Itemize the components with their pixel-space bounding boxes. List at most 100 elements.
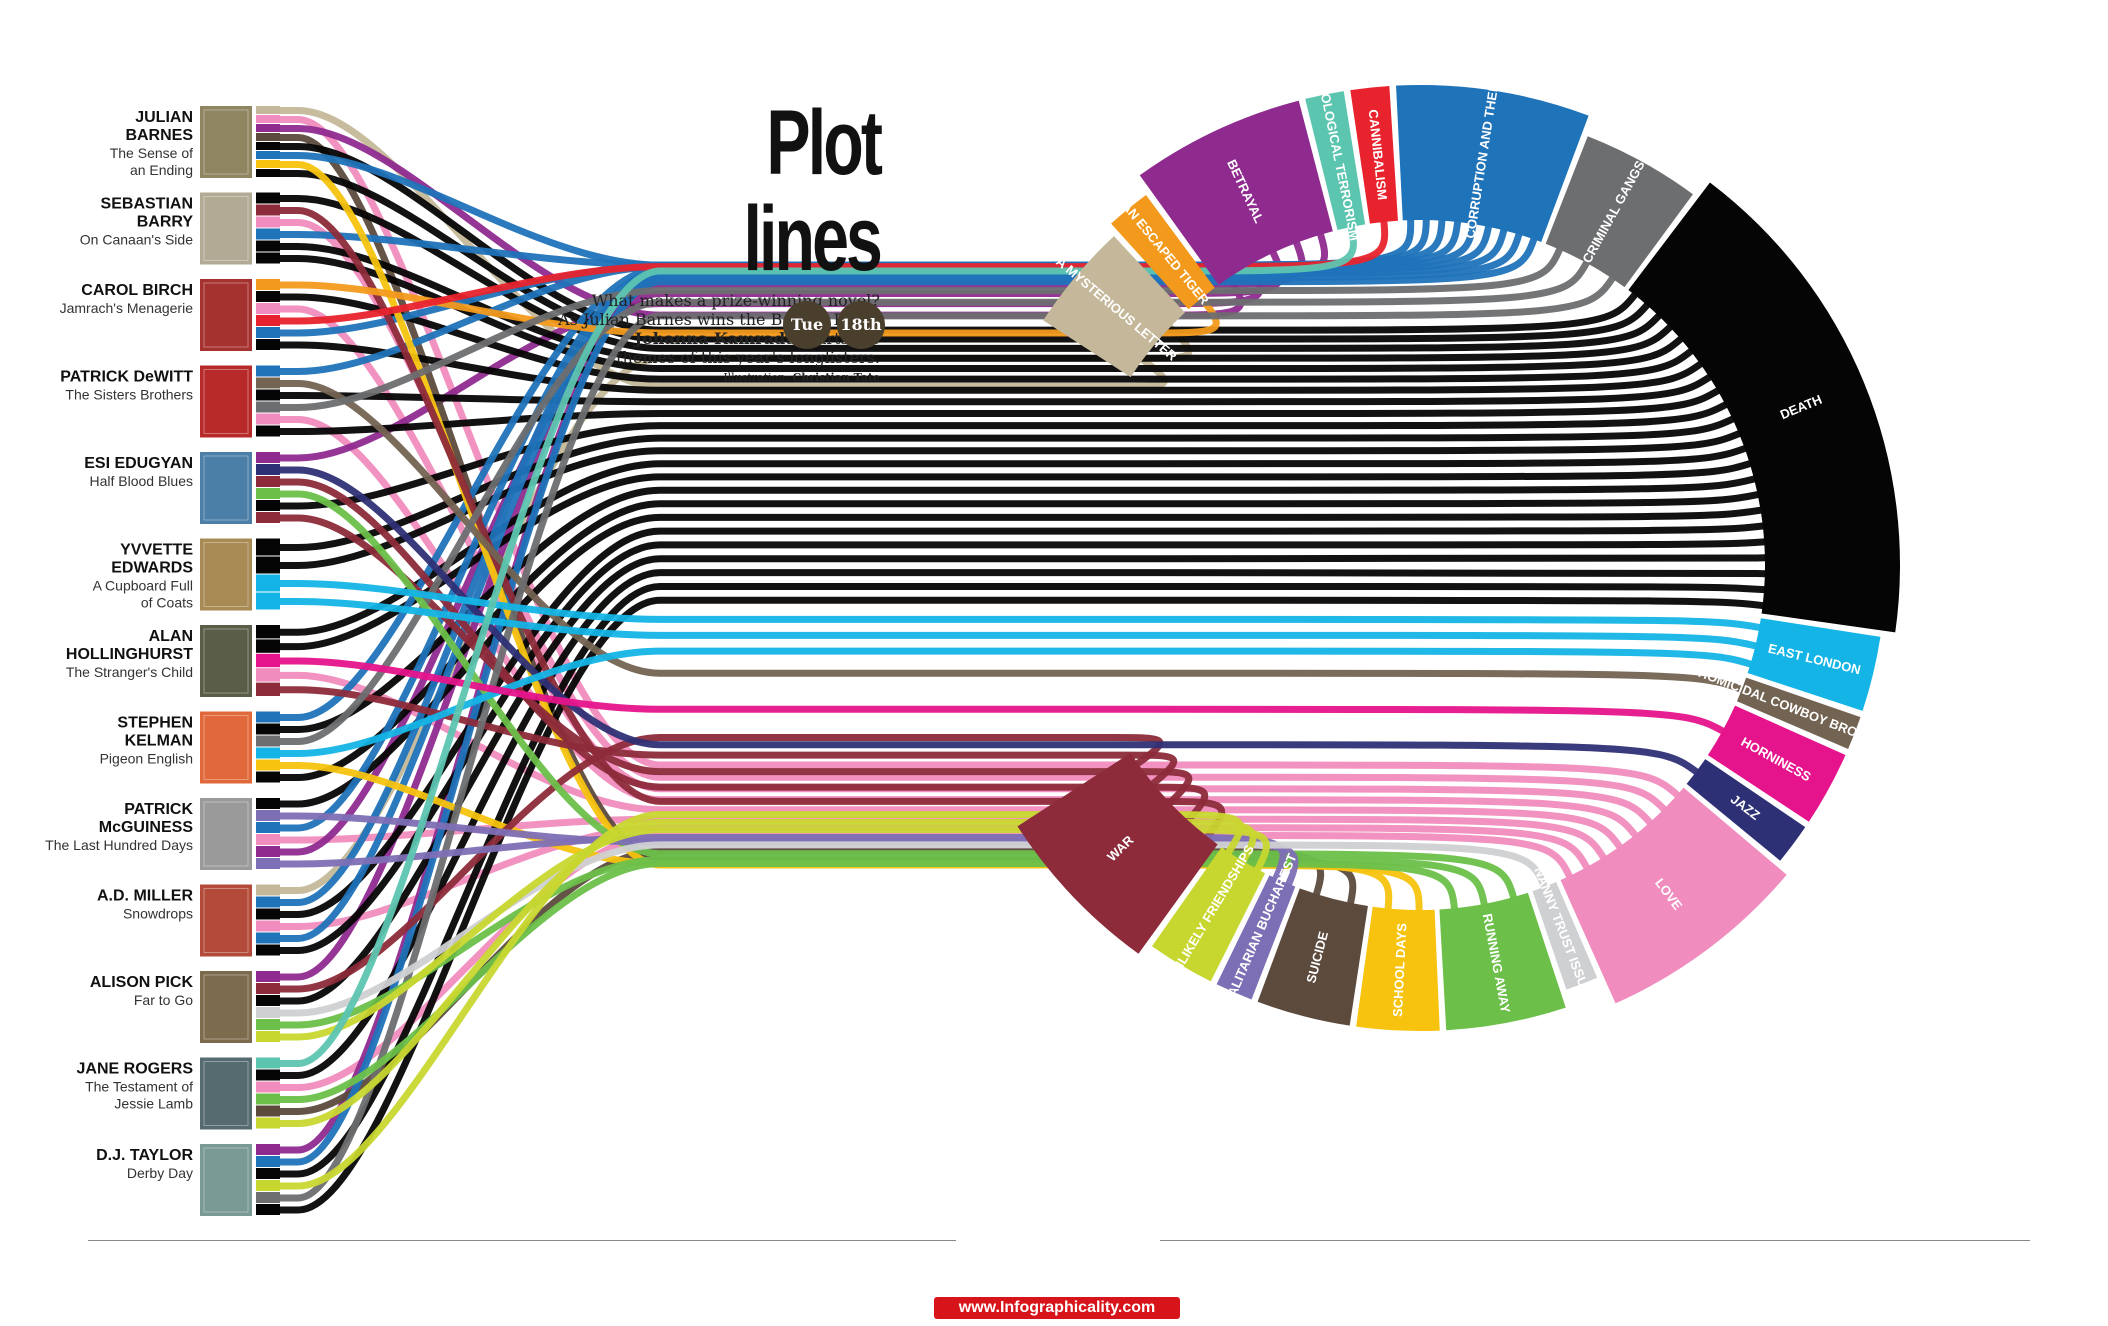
book-theme-chip-death (256, 723, 280, 735)
book-theme-chip-war (256, 682, 280, 696)
book-author: JULIAN (135, 109, 193, 126)
book-title: The Stranger's Child (66, 664, 193, 680)
theme-segment-tiger (1111, 194, 1215, 310)
book-author: EDWARDS (111, 560, 193, 577)
book-cover-frame (203, 888, 249, 953)
book-theme-chip-unlikely (256, 1031, 280, 1042)
book-theme-chip-death (256, 500, 280, 511)
book-title: Snowdrops (123, 906, 193, 922)
book-title: On Canaan's Side (80, 232, 193, 248)
book-author: D.J. TAYLOR (96, 1147, 193, 1164)
connector-war (276, 514, 1193, 807)
date-number: 18th (837, 301, 885, 349)
book-theme-chip-horniness (256, 653, 280, 668)
theme-segment-betrayal (1139, 100, 1333, 285)
connector-death (276, 243, 1674, 362)
book-theme-chip-unlikely (256, 1117, 280, 1129)
book-cover (200, 625, 252, 697)
book-theme-chip-death (256, 771, 280, 783)
source-watermark[interactable]: www.Infographicality.com (934, 1297, 1180, 1319)
book-theme-chip-totalitarian (256, 810, 280, 821)
book-theme-chip-death (256, 252, 280, 264)
book-author: ALISON PICK (90, 974, 194, 991)
intro-line-4: themes of this year's longlisters. (616, 348, 880, 367)
connector-death (276, 506, 1765, 808)
book-theme-chip-love (256, 834, 280, 845)
book-theme-chip-betrayal (256, 452, 280, 463)
connector-eastlondon (276, 598, 1759, 650)
connector-lines (276, 107, 1769, 1214)
theme-segment-death (1628, 182, 1900, 633)
book-theme-chip-love (256, 216, 280, 228)
book-title: Jessie Lamb (114, 1096, 193, 1112)
book-cover (200, 711, 252, 784)
book-cover-frame (203, 801, 249, 867)
book-cover (200, 884, 252, 957)
book-theme-chip-betrayal (256, 1144, 280, 1155)
book-cover-frame (203, 369, 249, 434)
book-author: YVVETTE (120, 542, 193, 559)
book-theme-chip-death (256, 240, 280, 252)
book-theme-chip-death (256, 639, 280, 653)
book-cover (200, 798, 252, 870)
book-title: The Sense of (110, 145, 193, 161)
book-author: HOLLINGHURST (66, 646, 193, 663)
book-theme-chip-death (256, 798, 280, 809)
book-theme-chip-jazz (256, 464, 280, 475)
connector-nanny (276, 841, 1548, 1017)
book-theme-chip-corruption (256, 327, 280, 338)
book-cover-frame (203, 455, 249, 521)
book-cover (200, 1144, 252, 1216)
connector-death (276, 491, 1762, 781)
connector-death (276, 415, 1737, 551)
book-theme-chip-mystletter (256, 106, 280, 114)
theme-segment-love (1560, 787, 1787, 1004)
book-theme-chip-love (256, 115, 280, 123)
theme-segment-unlikely (1151, 847, 1266, 982)
book-title: Far to Go (134, 992, 193, 1008)
book-cover (200, 538, 252, 611)
book-theme-chip-war (256, 204, 280, 216)
book-theme-chip-betrayal (256, 971, 280, 982)
book-author: CAROL BIRCH (81, 282, 193, 299)
theme-segment-suicide (1257, 888, 1368, 1026)
book-cover-frame (203, 1061, 249, 1126)
book-theme-chip-suicide (256, 133, 280, 141)
book-theme-chip-runaway (256, 488, 280, 499)
theme-segment-mystletter (1043, 236, 1185, 378)
book-title: The Last Hundred Days (45, 837, 193, 853)
connector-criminal (276, 259, 1591, 745)
book-theme-chip-runaway (256, 1093, 280, 1105)
connector-war (276, 734, 1164, 993)
book-theme-chip-corruption (256, 932, 280, 944)
connector-cowboy (276, 380, 1746, 694)
book-theme-chip-death (256, 625, 280, 639)
book-theme-chip-biological (256, 1057, 280, 1069)
theme-segment-biological (1305, 91, 1366, 231)
page-title: Plot lines (743, 92, 882, 290)
book-author: ESI EDUGYAN (84, 455, 193, 472)
book-theme-chip-love (256, 668, 280, 682)
connector-death (276, 387, 1722, 435)
book-theme-chip-eastlondon (256, 574, 280, 592)
connector-eastlondon (276, 647, 1754, 757)
illustration-credit: Illustration: Christian Tate (540, 371, 880, 384)
book-author: BARNES (125, 127, 193, 144)
book-theme-chip-corruption (256, 365, 280, 377)
book-author: PATRICK (124, 801, 193, 818)
book-author: SEBASTIAN (101, 196, 193, 213)
book-title: an Ending (130, 162, 193, 178)
book-theme-chip-betrayal (256, 124, 280, 132)
connector-biological (276, 223, 1357, 1067)
